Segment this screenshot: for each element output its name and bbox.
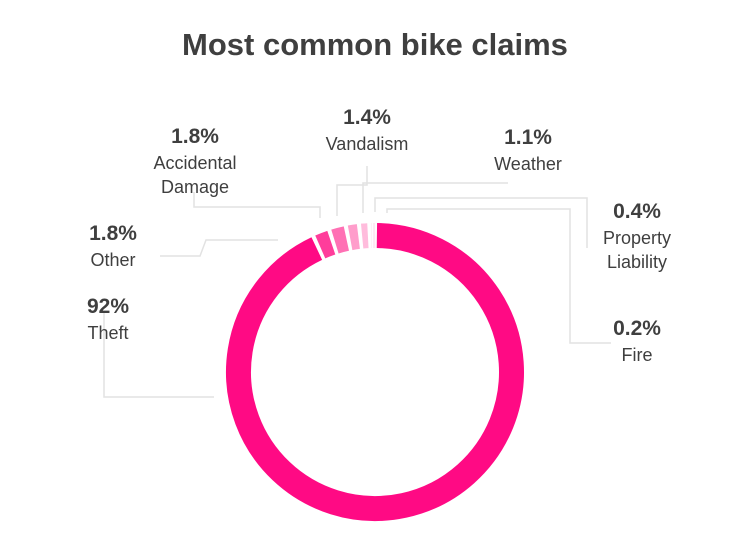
leader-line-accidental-damage xyxy=(193,192,321,218)
value-label-theft: 92% xyxy=(87,295,129,318)
category-label-other: Other xyxy=(90,250,135,270)
value-label-vandalism: 1.4% xyxy=(343,106,391,129)
slice-theft xyxy=(226,223,524,521)
leader-line-vandalism xyxy=(336,166,368,216)
category-label-accidental-damage: Damage xyxy=(161,177,229,197)
category-label-property-liability: Property xyxy=(603,228,671,248)
value-label-fire: 0.2% xyxy=(613,317,661,340)
leader-line-weather xyxy=(362,182,508,213)
donut-slices xyxy=(226,223,524,521)
value-label-other: 1.8% xyxy=(89,222,137,245)
value-label-accidental-damage: 1.8% xyxy=(171,125,219,148)
leader-lines xyxy=(103,166,611,398)
slice-labels: 92% Theft 1.8% Other 1.8% Accidental Damage 1.4… xyxy=(87,106,671,365)
category-label-property-liability: Liability xyxy=(607,252,667,272)
category-label-fire: Fire xyxy=(622,345,653,365)
category-label-vandalism: Vandalism xyxy=(326,134,409,154)
slice-other xyxy=(315,230,336,259)
leader-line-theft xyxy=(103,313,214,398)
chart-title: Most common bike claims xyxy=(182,27,568,62)
slice-vandalism xyxy=(347,224,360,251)
value-label-property-liability: 0.4% xyxy=(613,200,661,223)
leader-line-property-liability xyxy=(374,197,588,248)
category-label-weather: Weather xyxy=(494,154,562,174)
value-label-weather: 1.1% xyxy=(504,126,552,149)
slice-accidental-damage xyxy=(331,226,350,254)
category-label-accidental-damage: Accidental xyxy=(153,153,236,173)
leader-line-other xyxy=(160,239,278,257)
category-label-theft: Theft xyxy=(87,323,128,343)
leader-line-fire xyxy=(386,208,611,344)
